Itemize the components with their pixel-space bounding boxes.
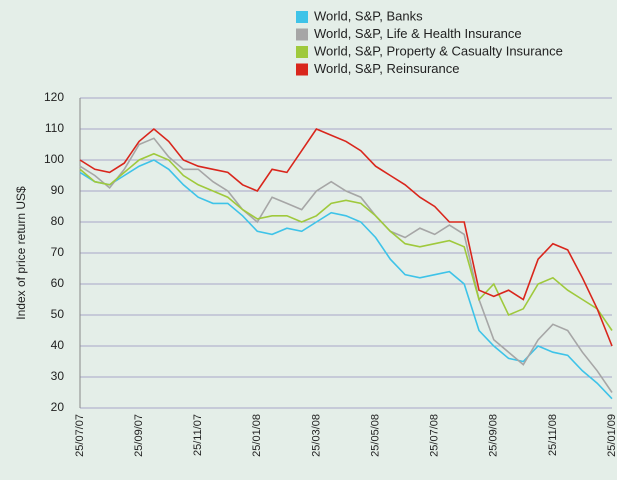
y-tick-label: 80 [51, 214, 65, 228]
series-line [79, 127, 613, 347]
legend-swatch [296, 46, 308, 58]
series-line [79, 152, 613, 331]
legend-label: World, S&P, Life & Health Insurance [314, 26, 522, 41]
legend-swatch [296, 11, 308, 23]
y-tick-label: 20 [51, 400, 65, 414]
y-tick-label: 50 [51, 307, 65, 321]
y-tick-label: 120 [44, 90, 64, 104]
x-tick-label: 25/11/08 [547, 414, 559, 456]
y-tick-label: 30 [51, 369, 65, 383]
y-tick-label: 100 [44, 152, 64, 166]
legend-swatch [296, 28, 308, 41]
legend-label: World, S&P, Reinsurance [314, 61, 459, 76]
x-tick-label: 25/09/08 [488, 414, 500, 457]
y-tick-label: 90 [51, 183, 65, 197]
y-tick-label: 40 [51, 338, 65, 352]
legend-label: World, S&P, Property & Casualty Insuranc… [314, 43, 563, 58]
y-axis-label: Index of price return US$ [14, 186, 28, 320]
y-tick-label: 110 [45, 121, 64, 135]
y-tick-label: 60 [51, 276, 65, 290]
x-tick-label: 25/03/08 [310, 414, 322, 457]
x-tick-label: 25/07/08 [429, 414, 441, 457]
x-tick-label: 25/07/07 [74, 414, 86, 457]
legend-label: World, S&P, Banks [314, 8, 423, 23]
x-tick-label: 25/01/08 [251, 414, 263, 457]
x-tick-label: 25/05/08 [369, 414, 381, 457]
series-line [79, 159, 613, 400]
x-tick-label: 25/09/07 [133, 414, 145, 457]
y-tick-label: 70 [51, 245, 65, 259]
legend-swatch [296, 63, 308, 76]
x-tick-label: 25/11/07 [192, 414, 204, 456]
series-line [79, 137, 613, 393]
x-tick-label: 25/01/09 [606, 414, 617, 457]
